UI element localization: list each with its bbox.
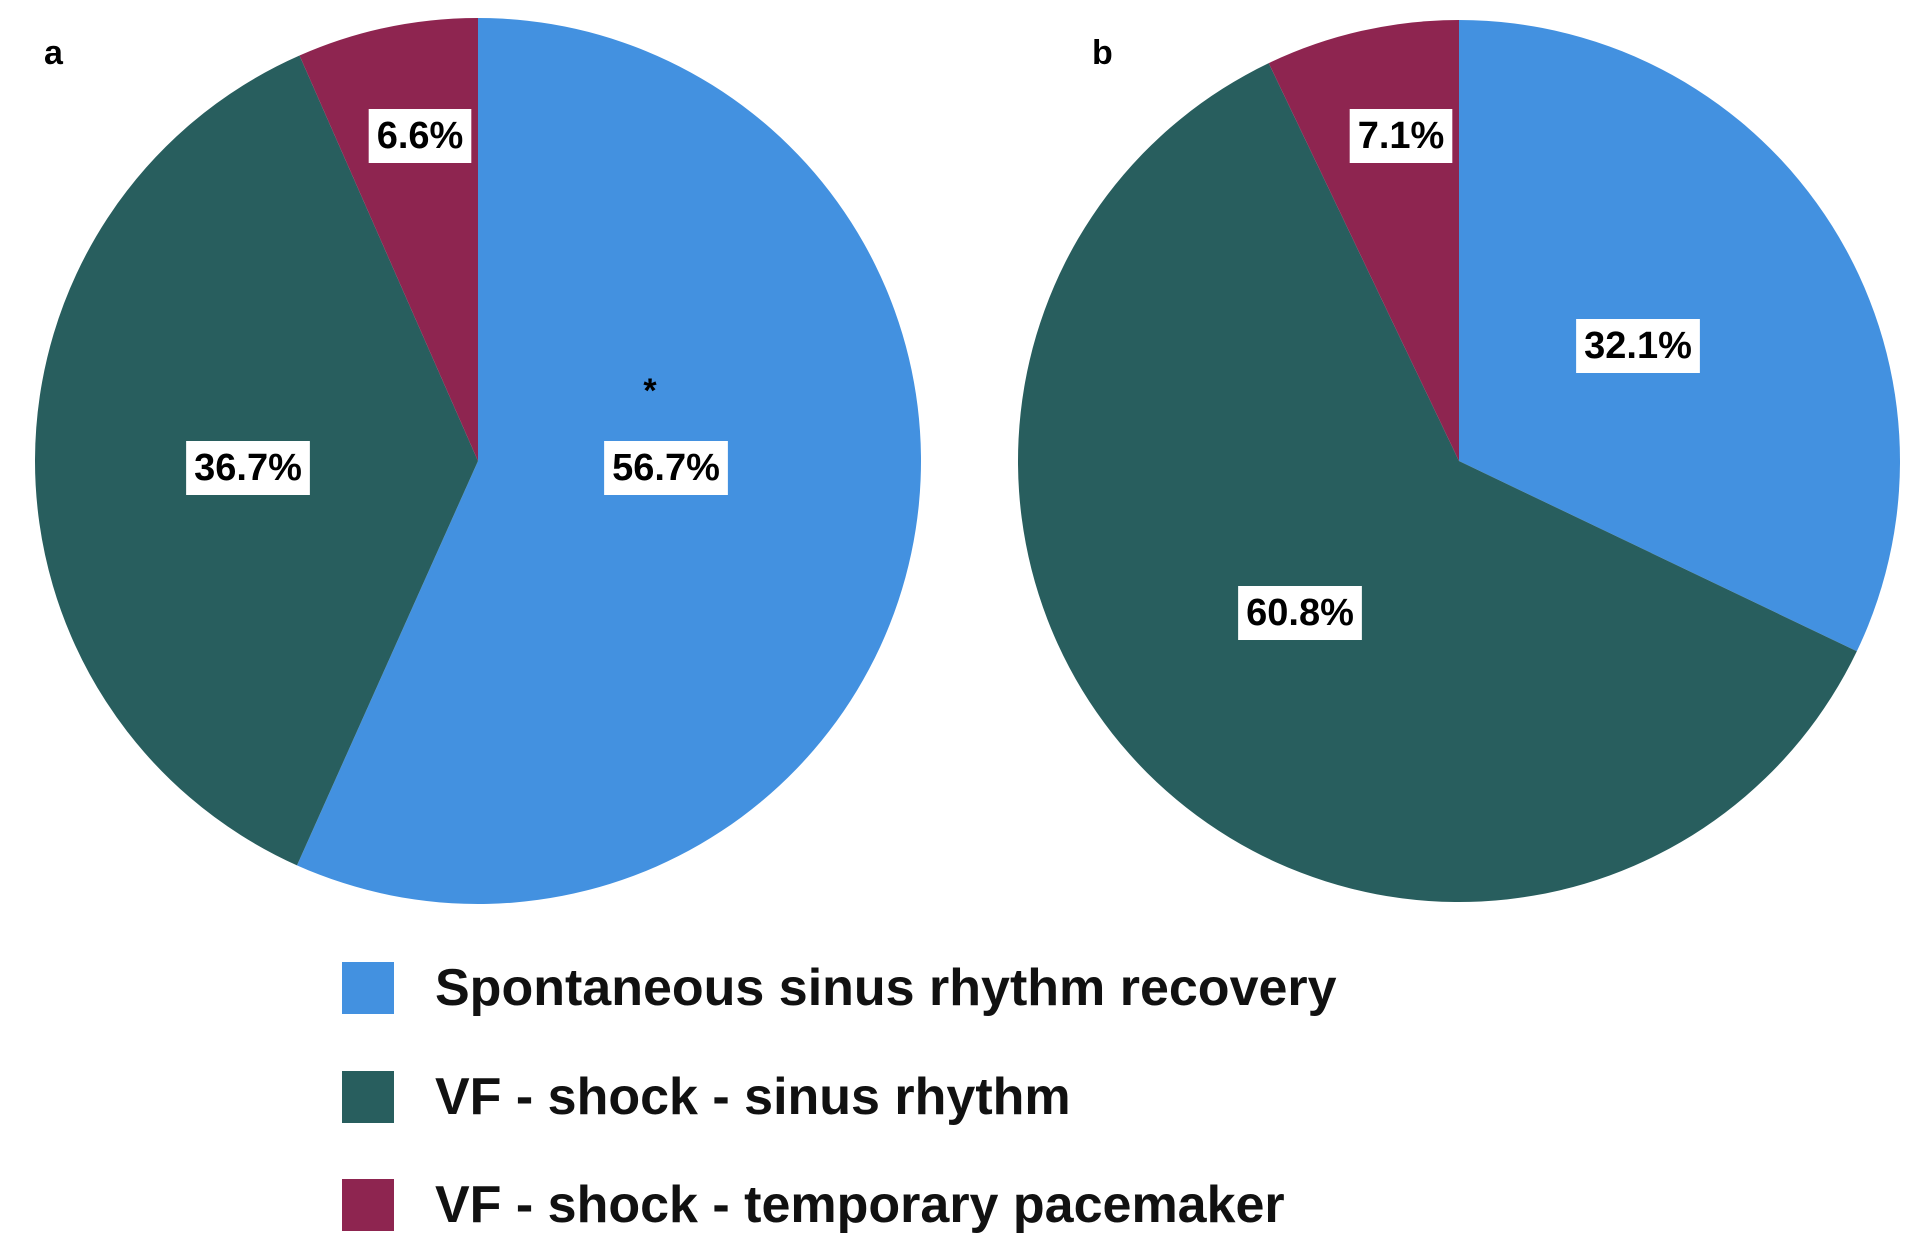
significance-marker: * — [643, 372, 657, 410]
legend-label: VF - shock - temporary pacemaker — [435, 1176, 1285, 1234]
pie-slice-vf-shock-sinus-rhythm — [1018, 63, 1857, 903]
slice-label-background — [1238, 586, 1362, 640]
pie-b-slices — [1018, 20, 1900, 903]
slice-label-background — [368, 109, 472, 163]
slice-label-1: 36.7% — [186, 441, 310, 495]
slice-label-background — [604, 441, 728, 495]
slice-label-background — [186, 441, 310, 495]
legend-label: VF - shock - sinus rhythm — [435, 1068, 1071, 1126]
legend-swatch — [342, 1179, 394, 1231]
pie-b-labels: 32.1% 60.8% 7.1% — [1238, 109, 1700, 640]
legend-item: VF - shock - temporary pacemaker — [342, 1176, 1285, 1234]
panel-letter-b: b — [1092, 34, 1113, 72]
slice-label-text: 6.6% — [377, 115, 464, 157]
legend-label: Spontaneous sinus rhythm recovery — [435, 959, 1337, 1017]
pie-panel-a: a 56.7% * 36.7% 6.6% — [34, 18, 921, 904]
pie-panel-b: b 32.1% 60.8% 7.1% — [1018, 20, 1900, 903]
pie-a-labels: 56.7% * 36.7% 6.6% — [186, 109, 728, 495]
slice-label-2: 6.6% — [368, 109, 472, 163]
slice-label-text: 32.1% — [1584, 325, 1692, 367]
pie-a-slices — [34, 18, 921, 904]
chart-legend: Spontaneous sinus rhythm recovery VF - sh… — [342, 959, 1337, 1234]
slice-label-0: 56.7% — [604, 441, 728, 495]
slice-label-0: 32.1% — [1576, 319, 1700, 373]
panel-letter-a: a — [44, 34, 64, 72]
slice-label-text: 7.1% — [1358, 115, 1445, 157]
slice-label-2: 7.1% — [1349, 109, 1453, 163]
legend-item: Spontaneous sinus rhythm recovery — [342, 959, 1337, 1017]
legend-swatch — [342, 1071, 394, 1123]
slice-label-1: 60.8% — [1238, 586, 1362, 640]
slice-label-text: 36.7% — [194, 447, 302, 489]
slice-label-background — [1576, 319, 1700, 373]
slice-label-background — [1349, 109, 1453, 163]
legend-item: VF - shock - sinus rhythm — [342, 1068, 1071, 1126]
legend-swatch — [342, 962, 394, 1014]
slice-label-text: 60.8% — [1246, 592, 1354, 634]
slice-label-text: 56.7% — [612, 447, 720, 489]
